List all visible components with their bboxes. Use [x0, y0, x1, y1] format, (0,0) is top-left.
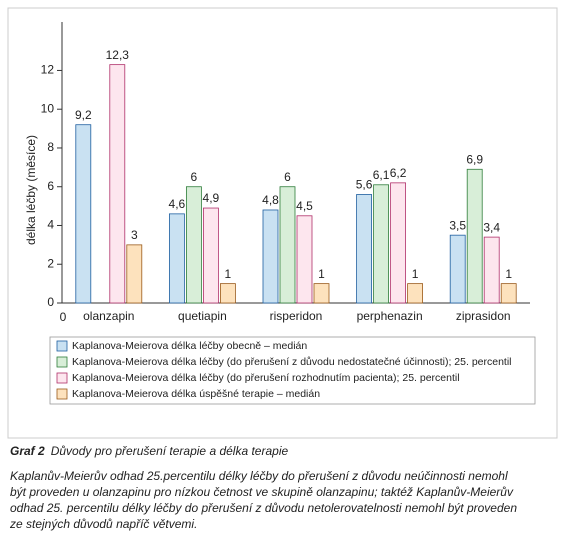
bar [313, 283, 330, 304]
bar [126, 244, 143, 304]
bar [500, 283, 517, 304]
bar [373, 184, 390, 304]
origin-label: 0 [60, 310, 67, 324]
legend [49, 336, 536, 405]
bar [483, 236, 500, 304]
y-tick-label: 4 [47, 218, 54, 232]
legend-swatch [56, 340, 68, 352]
note-line: být proveden u olanzapinu pro nízkou čet… [10, 485, 514, 499]
y-axis-label: délka léčby (měsíce) [24, 135, 38, 245]
x-tick-label: risperidon [270, 309, 323, 323]
y-tick-label: 12 [41, 63, 55, 77]
value-label: 9,2 [75, 108, 92, 122]
bar [168, 213, 185, 304]
bar [219, 283, 236, 304]
note-line: Kaplanův-Meierův odhad 25.percentilu dél… [10, 469, 508, 483]
caption-label: Graf 2 [10, 444, 45, 458]
value-label: 1 [318, 267, 325, 281]
value-label: 6,1 [373, 168, 390, 182]
bar [466, 168, 483, 304]
bar [356, 194, 373, 304]
y-tick-label: 8 [47, 140, 54, 154]
value-label: 4,8 [262, 193, 279, 207]
value-label: 4,6 [169, 197, 186, 211]
bar [390, 182, 407, 304]
value-label: 5,6 [356, 178, 373, 192]
value-label: 12,3 [106, 48, 130, 62]
y-tick-label: 0 [47, 295, 54, 309]
value-label: 3,4 [483, 220, 500, 234]
value-label: 6 [191, 170, 198, 184]
x-tick-label: quetiapin [178, 309, 227, 323]
legend-label: Kaplanova-Meierova délka léčby obecně – … [72, 340, 307, 352]
value-label: 6,2 [390, 166, 407, 180]
bar [75, 124, 92, 304]
legend-label: Kaplanova-Meierova délka úspěšné terapie… [72, 388, 320, 400]
legend-swatch [56, 372, 68, 384]
value-label: 4,5 [296, 199, 313, 213]
bar [407, 283, 424, 304]
value-label: 3,5 [449, 218, 466, 232]
legend-swatch [56, 388, 68, 400]
y-tick-label: 10 [41, 101, 55, 115]
caption: Graf 2 Důvody pro přerušení terapie a dél… [10, 444, 288, 458]
value-label: 1 [505, 267, 512, 281]
x-tick-label: ziprasidon [456, 309, 511, 323]
note-line: ze stejných důvodů napříč větvemi. [9, 517, 197, 531]
note-line: odhad 25. percentilu délky léčby do přer… [10, 501, 517, 515]
bar [449, 234, 466, 304]
value-label: 1 [225, 267, 232, 281]
bar [185, 186, 202, 304]
bar [279, 186, 296, 304]
value-label: 4,9 [203, 191, 220, 205]
legend-label: Kaplanova-Meierova délka léčby (do přeru… [72, 356, 512, 368]
value-label: 1 [412, 267, 419, 281]
bar [109, 64, 126, 304]
value-label: 3 [131, 228, 138, 242]
y-tick-label: 6 [47, 179, 54, 193]
x-tick-label: perphenazin [357, 309, 423, 323]
value-label: 6,9 [466, 152, 483, 166]
value-label: 6 [284, 170, 291, 184]
caption-title: Důvody pro přerušení terapie a délka ter… [51, 444, 289, 458]
bar [262, 209, 279, 304]
legend-label: Kaplanova-Meierova délka léčby (do přeru… [72, 372, 460, 384]
y-tick-label: 2 [47, 256, 54, 270]
bar [296, 215, 313, 304]
legend-swatch [56, 356, 68, 368]
x-tick-label: olanzapin [83, 309, 134, 323]
bar [202, 207, 219, 304]
